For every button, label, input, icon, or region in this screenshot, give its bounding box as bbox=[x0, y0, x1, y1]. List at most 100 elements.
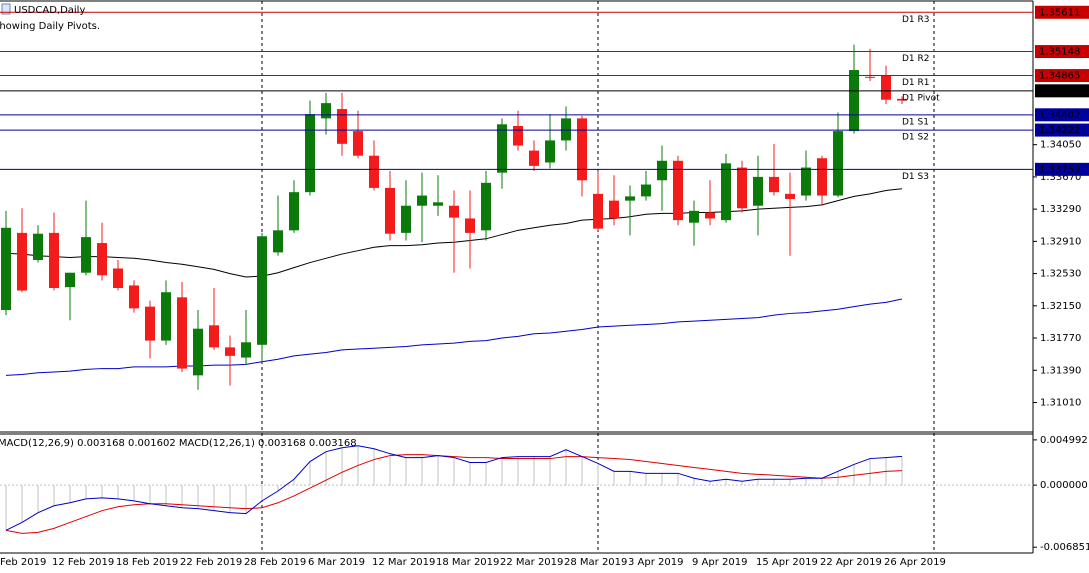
candle-body bbox=[17, 232, 27, 291]
candle-body bbox=[305, 114, 315, 193]
candle-body bbox=[273, 230, 283, 253]
x-tick-label: 6 Mar 2019 bbox=[308, 557, 365, 568]
candle-body bbox=[625, 196, 635, 201]
price-tag bbox=[1035, 108, 1089, 122]
candle-body bbox=[737, 167, 747, 209]
pivot-label: D1 R2 bbox=[902, 54, 930, 64]
candle-body bbox=[113, 268, 123, 288]
y-tick-label: 1.31010 bbox=[1040, 397, 1081, 408]
candle-body bbox=[97, 243, 107, 276]
candle-body bbox=[81, 237, 91, 273]
pivot-label: D1 R1 bbox=[902, 78, 930, 88]
x-tick-label: 28 Mar 2019 bbox=[564, 557, 627, 568]
pivot-label: D1 S2 bbox=[902, 133, 929, 143]
price-tag-label: 1.33759 bbox=[1039, 164, 1080, 175]
y-tick-label: 0.004992 bbox=[1040, 435, 1088, 446]
x-tick-label: 12 Feb 2019 bbox=[52, 557, 114, 568]
y-tick-label: 1.31770 bbox=[1040, 333, 1081, 344]
candle-body bbox=[337, 109, 347, 144]
candle-body bbox=[401, 205, 411, 233]
x-tick-label: 9 Apr 2019 bbox=[692, 557, 747, 568]
candle-body bbox=[129, 285, 139, 309]
y-tick-label: 1.31390 bbox=[1040, 365, 1081, 376]
y-tick-label: 1.33670 bbox=[1040, 172, 1081, 183]
candle-body bbox=[705, 212, 715, 219]
price-tag bbox=[1035, 45, 1089, 59]
indicator-line bbox=[5, 445, 903, 531]
price-tag bbox=[1035, 5, 1089, 19]
candle-body bbox=[833, 131, 843, 196]
candle-body bbox=[289, 192, 299, 231]
x-tick-label: 22 Feb 2019 bbox=[180, 557, 242, 568]
pivot-label: D1 Pivot bbox=[902, 93, 940, 103]
candle-body bbox=[673, 160, 683, 221]
candle-body bbox=[529, 150, 539, 166]
price-tag bbox=[1035, 162, 1089, 176]
price-tag-label: 1.35611 bbox=[1039, 7, 1080, 18]
price-tag-label: 1.34402 bbox=[1039, 110, 1080, 121]
candle-body bbox=[433, 202, 443, 206]
candle-body bbox=[817, 158, 827, 196]
x-tick-label: Feb 2019 bbox=[0, 557, 46, 568]
symbol-icon bbox=[1, 3, 11, 15]
candle-body bbox=[321, 103, 331, 119]
candle-body bbox=[657, 160, 667, 181]
candle-body bbox=[753, 176, 763, 206]
candle-body bbox=[385, 187, 395, 234]
candle-body bbox=[193, 328, 203, 376]
y-tick-label: 1.34050 bbox=[1040, 140, 1081, 151]
candle-body bbox=[481, 182, 491, 231]
x-tick-label: 12 Mar 2019 bbox=[372, 557, 435, 568]
candle-body bbox=[721, 163, 731, 221]
x-tick-label: 22 Mar 2019 bbox=[500, 557, 563, 568]
x-tick-label: 3 Apr 2019 bbox=[628, 557, 683, 568]
indicator-title: MACD(12,26,9) 0.003168 0.001602 MACD(12,… bbox=[0, 438, 357, 449]
candle-body bbox=[561, 118, 571, 141]
candle-body bbox=[417, 195, 427, 206]
candle-body bbox=[609, 200, 619, 219]
indicator-line bbox=[5, 298, 903, 376]
pivot-label: D1 R3 bbox=[902, 15, 930, 25]
candle-body bbox=[353, 131, 363, 156]
x-tick-label: 18 Mar 2019 bbox=[436, 557, 499, 568]
y-tick-label: -0.006851 bbox=[1040, 542, 1089, 553]
pivot-label: D1 S1 bbox=[902, 117, 929, 127]
candle-body bbox=[177, 297, 187, 369]
candle-body bbox=[209, 325, 219, 348]
y-tick-label: 1.32150 bbox=[1040, 301, 1081, 312]
candle-body bbox=[49, 232, 59, 288]
candle-body bbox=[801, 167, 811, 196]
candle-body bbox=[545, 140, 555, 163]
price-tag-label: 1.34685 bbox=[1039, 86, 1080, 97]
y-tick-label: 1.32530 bbox=[1040, 269, 1081, 280]
price-tag bbox=[1035, 69, 1089, 83]
chart-subtitle: Showing Daily Pivots. bbox=[0, 21, 100, 32]
pivot-label: D1 S3 bbox=[902, 172, 929, 182]
candle-body bbox=[465, 218, 475, 233]
candle-body bbox=[369, 155, 379, 188]
candle-body bbox=[641, 184, 651, 197]
candle-body bbox=[593, 193, 603, 229]
price-tag-label: 1.35148 bbox=[1039, 47, 1080, 58]
candle-body bbox=[449, 205, 459, 218]
candle-body bbox=[257, 236, 267, 345]
x-tick-label: 28 Feb 2019 bbox=[244, 557, 306, 568]
candle-body bbox=[225, 347, 235, 356]
candle-body bbox=[513, 126, 523, 146]
candle-body bbox=[65, 272, 75, 288]
y-tick-label: 0.000000 bbox=[1040, 480, 1088, 491]
y-tick-label: 1.33290 bbox=[1040, 204, 1081, 215]
price-tag bbox=[1035, 123, 1089, 137]
candle-body bbox=[849, 70, 859, 132]
candle-body bbox=[769, 176, 779, 193]
candle-body bbox=[33, 233, 43, 261]
price-tag bbox=[1035, 84, 1089, 98]
candle-body bbox=[897, 98, 907, 101]
price-tag-label: 1.34865 bbox=[1039, 71, 1080, 82]
x-tick-label: 18 Feb 2019 bbox=[116, 557, 178, 568]
x-tick-label: 22 Apr 2019 bbox=[820, 557, 882, 568]
candle-body bbox=[1, 227, 11, 311]
candle-body bbox=[865, 76, 875, 78]
price-tag-label: 1.34222 bbox=[1039, 125, 1080, 136]
